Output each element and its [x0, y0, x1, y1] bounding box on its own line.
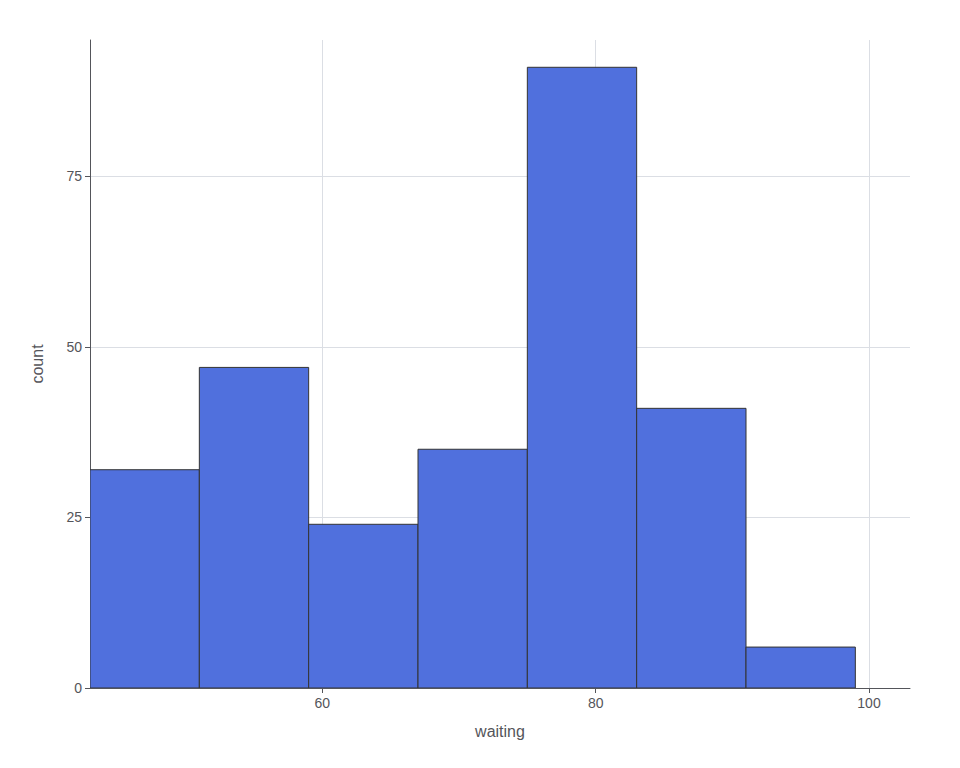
svg-text:count: count [29, 344, 46, 384]
svg-text:50: 50 [66, 339, 82, 355]
svg-text:60: 60 [315, 695, 331, 711]
svg-text:100: 100 [857, 695, 881, 711]
svg-text:25: 25 [66, 509, 82, 525]
svg-text:75: 75 [66, 168, 82, 184]
svg-text:waiting: waiting [474, 723, 525, 740]
svg-text:80: 80 [588, 695, 604, 711]
svg-text:0: 0 [74, 680, 82, 696]
